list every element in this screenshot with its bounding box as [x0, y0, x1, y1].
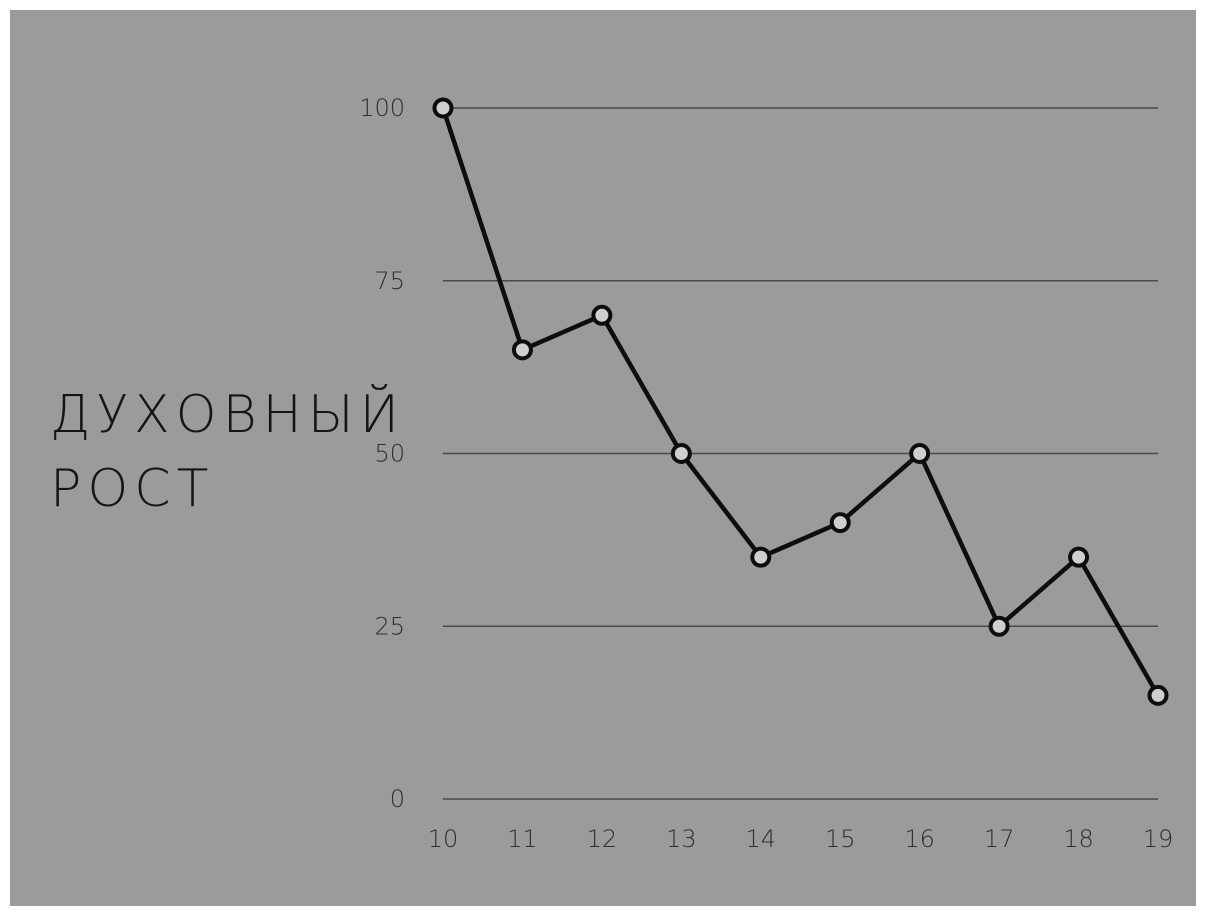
data-point	[591, 304, 613, 326]
data-point	[670, 443, 692, 464]
x-tick-label: 11	[507, 825, 538, 853]
x-tick-label: 15	[825, 825, 856, 853]
series-group	[432, 97, 1169, 706]
gridlines	[443, 107, 1158, 800]
x-tick-label: 18	[1063, 825, 1094, 853]
x-tick-label: 13	[666, 825, 697, 853]
x-tick-label: 17	[984, 825, 1015, 853]
x-tick-label: 14	[746, 825, 777, 853]
y-tick-label: 25	[374, 612, 405, 640]
y-axis-title: ДУХОВНЫЙ РОСТ	[50, 384, 427, 519]
data-point	[829, 512, 851, 534]
x-tick-labels: 10 11 12 13 14 15 16 17 18 19	[428, 825, 1174, 853]
y-tick-label: 75	[374, 267, 405, 295]
x-tick-label: 10	[428, 825, 459, 853]
data-point	[432, 97, 454, 119]
x-tick-label: 16	[904, 825, 935, 853]
x-tick-label: 12	[587, 825, 618, 853]
data-point	[1147, 684, 1169, 706]
data-point	[1068, 546, 1090, 568]
y-tick-labels: 0 25 50 75 100	[359, 94, 405, 813]
data-point	[988, 615, 1010, 637]
y-tick-label: 0	[390, 785, 405, 813]
series-line	[440, 105, 1161, 698]
x-tick-label: 19	[1143, 825, 1174, 853]
data-point	[750, 546, 772, 568]
y-axis-title-line-1: ДУХОВНЫЙ	[50, 384, 405, 445]
y-tick-label: 100	[359, 94, 405, 122]
chart-background	[10, 10, 1196, 906]
y-tick-label: 50	[374, 440, 405, 468]
data-point	[511, 339, 533, 361]
data-point	[909, 443, 931, 464]
y-axis-title-line-2: РОСТ	[50, 459, 214, 519]
